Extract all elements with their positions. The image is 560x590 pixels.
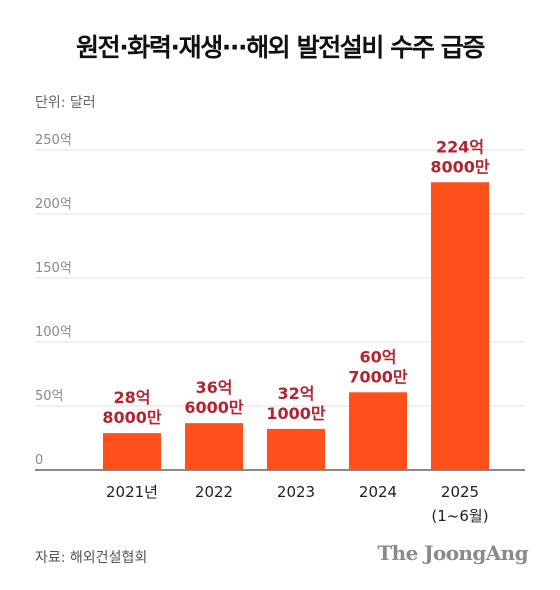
data-label: 7000만 (348, 367, 408, 386)
y-tick-label: 150억 (35, 261, 72, 276)
x-tick-label: 2023 (277, 483, 315, 501)
y-tick-label: 0 (35, 453, 43, 468)
bar (431, 182, 489, 471)
bar (349, 392, 407, 470)
x-tick-label: 2024 (359, 483, 397, 501)
x-tick-label: 2022 (195, 483, 233, 501)
data-label: 8000만 (102, 408, 162, 427)
bar (103, 433, 161, 470)
bar (267, 428, 325, 470)
data-label: 224억 (436, 137, 484, 156)
y-tick-label: 50억 (35, 389, 64, 404)
data-label: 8000만 (430, 157, 490, 176)
bar (185, 423, 243, 470)
x-tick-label: 2025 (441, 483, 479, 501)
data-label: 6000만 (184, 398, 244, 417)
bar-layer (103, 182, 489, 471)
label-layer: 28억8000만2021년36억6000만202232억1000만202360억… (102, 137, 490, 525)
brand-logo: The JoongAng (377, 541, 528, 565)
source-note: 자료: 해외건설협회 (35, 550, 148, 566)
y-tick-label: 100억 (35, 325, 72, 340)
data-label: 36억 (196, 378, 233, 397)
data-label: 32억 (278, 384, 315, 403)
data-label: 60억 (360, 347, 397, 366)
x-tick-sublabel: (1~6월) (431, 507, 488, 525)
chart-title: 원전·화력·재생···해외 발전설비 수주 급증 (76, 33, 485, 62)
unit-label: 단위: 달러 (35, 95, 96, 111)
x-tick-label: 2021년 (106, 483, 158, 501)
y-tick-label: 200억 (35, 197, 72, 212)
data-label: 28억 (114, 388, 151, 407)
y-tick-label: 250억 (35, 133, 72, 148)
data-label: 1000만 (266, 404, 326, 423)
